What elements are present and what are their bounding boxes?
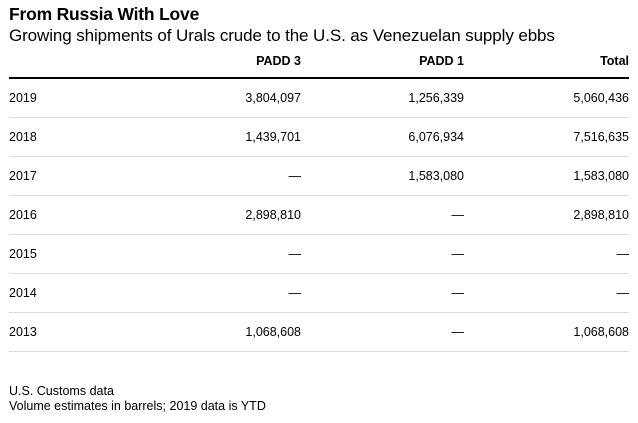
cell-padd3: 3,804,097 — [129, 78, 301, 118]
chart-title: From Russia With Love — [9, 4, 200, 24]
cell-year: 2016 — [9, 195, 129, 235]
cell-padd3: — — [129, 273, 301, 313]
cell-padd1: — — [301, 312, 464, 352]
column-header-year — [9, 44, 129, 79]
cell-year: 2018 — [9, 117, 129, 157]
header-row: PADD 3 PADD 1 Total — [9, 44, 629, 79]
cell-padd1: — — [301, 195, 464, 235]
column-header-padd3: PADD 3 — [129, 44, 301, 79]
cell-padd1: 6,076,934 — [301, 117, 464, 157]
cell-padd3: 1,439,701 — [129, 117, 301, 157]
chart-footer: U.S. Customs data Volume estimates in ba… — [9, 384, 266, 413]
cell-total: — — [464, 234, 629, 274]
data-table: PADD 3 PADD 1 Total 2019 3,804,097 1,256… — [9, 44, 629, 352]
cell-padd1: — — [301, 234, 464, 274]
table-row: 2016 2,898,810 — 2,898,810 — [9, 195, 629, 235]
column-header-padd1: PADD 1 — [301, 44, 464, 79]
table-row: 2018 1,439,701 6,076,934 7,516,635 — [9, 117, 629, 157]
cell-total: — — [464, 273, 629, 313]
cell-year: 2014 — [9, 273, 129, 313]
table-row: 2017 — 1,583,080 1,583,080 — [9, 156, 629, 196]
cell-year: 2017 — [9, 156, 129, 196]
cell-total: 1,068,608 — [464, 312, 629, 352]
table-row: 2015 — — — — [9, 234, 629, 274]
source-note: U.S. Customs data — [9, 384, 114, 398]
cell-padd3: 1,068,608 — [129, 312, 301, 352]
cell-total: 1,583,080 — [464, 156, 629, 196]
column-header-total: Total — [464, 44, 629, 79]
cell-year: 2019 — [9, 78, 129, 118]
table-row: 2013 1,068,608 — 1,068,608 — [9, 312, 629, 352]
table-row: 2019 3,804,097 1,256,339 5,060,436 — [9, 78, 629, 118]
cell-padd3: — — [129, 156, 301, 196]
cell-year: 2015 — [9, 234, 129, 274]
cell-padd1: — — [301, 273, 464, 313]
cell-padd3: — — [129, 234, 301, 274]
chart-subtitle: Growing shipments of Urals crude to the … — [9, 26, 555, 45]
cell-padd3: 2,898,810 — [129, 195, 301, 235]
cell-padd1: 1,256,339 — [301, 78, 464, 118]
table-row: 2014 — — — — [9, 273, 629, 313]
cell-total: 7,516,635 — [464, 117, 629, 157]
cell-total: 2,898,810 — [464, 195, 629, 235]
cell-year: 2013 — [9, 312, 129, 352]
volume-note: Volume estimates in barrels; 2019 data i… — [9, 398, 266, 413]
cell-total: 5,060,436 — [464, 78, 629, 118]
cell-padd1: 1,583,080 — [301, 156, 464, 196]
